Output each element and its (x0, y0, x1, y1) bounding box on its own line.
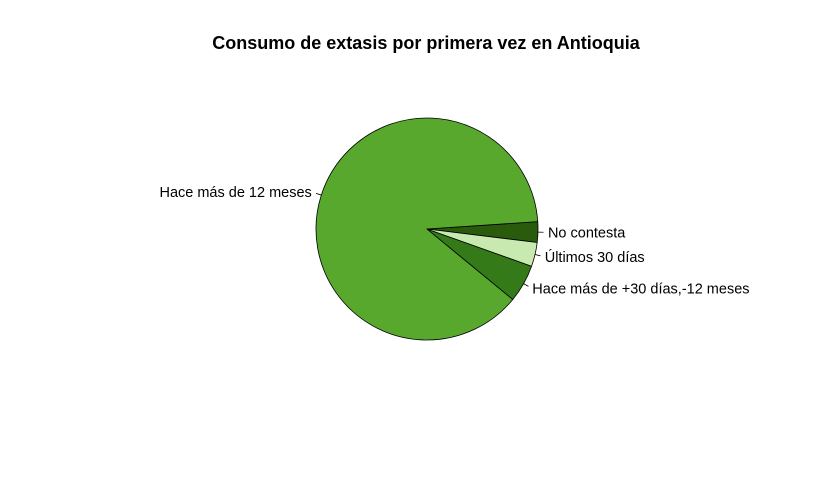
chart-title: Consumo de extasis por primera vez en An… (212, 33, 640, 53)
pie-label-hace-mas-de-12-meses: Hace más de 12 meses (159, 185, 311, 201)
pie-label-tick (534, 254, 541, 257)
pie-label-ultimos-30-dias: Últimos 30 días (545, 249, 645, 266)
pie-label-hace-mas-de-30-dias-12-meses: Hace más de +30 días,-12 meses (532, 282, 749, 298)
pie-slice-ultimos-30-dias (426, 228, 538, 267)
pie-label-tick (315, 192, 322, 196)
pie-label-no-contesta: No contesta (548, 225, 626, 241)
pie-labels: No contesta Hace más de 12 meses Hace más … (159, 185, 749, 298)
pie-slices (315, 117, 539, 341)
pie-label-tick (523, 283, 529, 287)
